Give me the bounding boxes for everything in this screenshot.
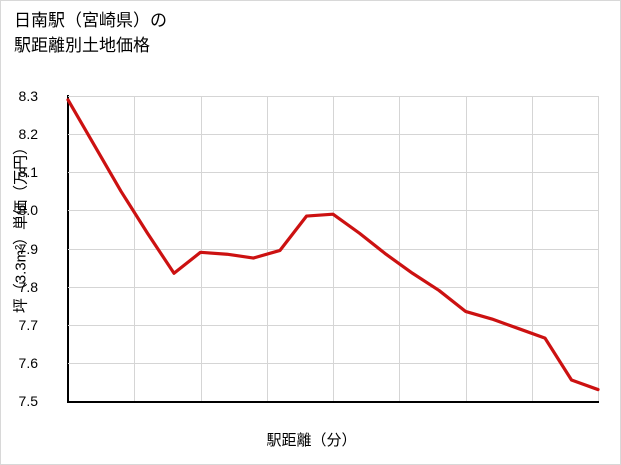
y-tick-label: 8.0: [18, 202, 38, 219]
gridline-vertical: [201, 96, 202, 401]
y-tick-label: 7.6: [18, 354, 38, 371]
y-tick-label: 7.7: [18, 316, 38, 333]
y-tick-label: 7.9: [18, 240, 38, 257]
gridline-vertical: [267, 96, 268, 401]
y-axis-spine: [67, 95, 69, 402]
y-tick-label: 8.2: [18, 126, 38, 143]
y-tick-label: 7.8: [18, 278, 38, 295]
x-tick-labels: 0.02.55.07.510.012.515.017.520.0: [68, 96, 598, 401]
gridline-vertical: [466, 96, 467, 401]
y-tick-label: 8.3: [18, 88, 38, 104]
y-tick-labels: 7.5 7.6 7.7 7.8 7.9 8.0 8.1 8.2 8.3: [19, 88, 598, 409]
gridline-vertical: [598, 96, 599, 401]
y-axis-label: 坪（3.3m²）単価（万円）: [12, 139, 30, 314]
line-series-price: [66, 98, 600, 392]
gridline-vertical: [333, 96, 334, 401]
plot-area: [66, 95, 600, 403]
x-axis-label: 駅距離（分）: [266, 432, 357, 449]
y-tick-label: 8.1: [18, 164, 38, 181]
gridline-vertical: [399, 96, 400, 401]
chart-title: 日南駅（宮崎県）の 駅距離別土地価格: [14, 11, 167, 55]
gridline-vertical: [532, 96, 533, 401]
y-tick-label: 7.5: [18, 393, 38, 409]
x-axis-spine: [67, 401, 599, 403]
gridline-vertical: [134, 96, 135, 401]
line-series-layer: [66, 98, 600, 392]
